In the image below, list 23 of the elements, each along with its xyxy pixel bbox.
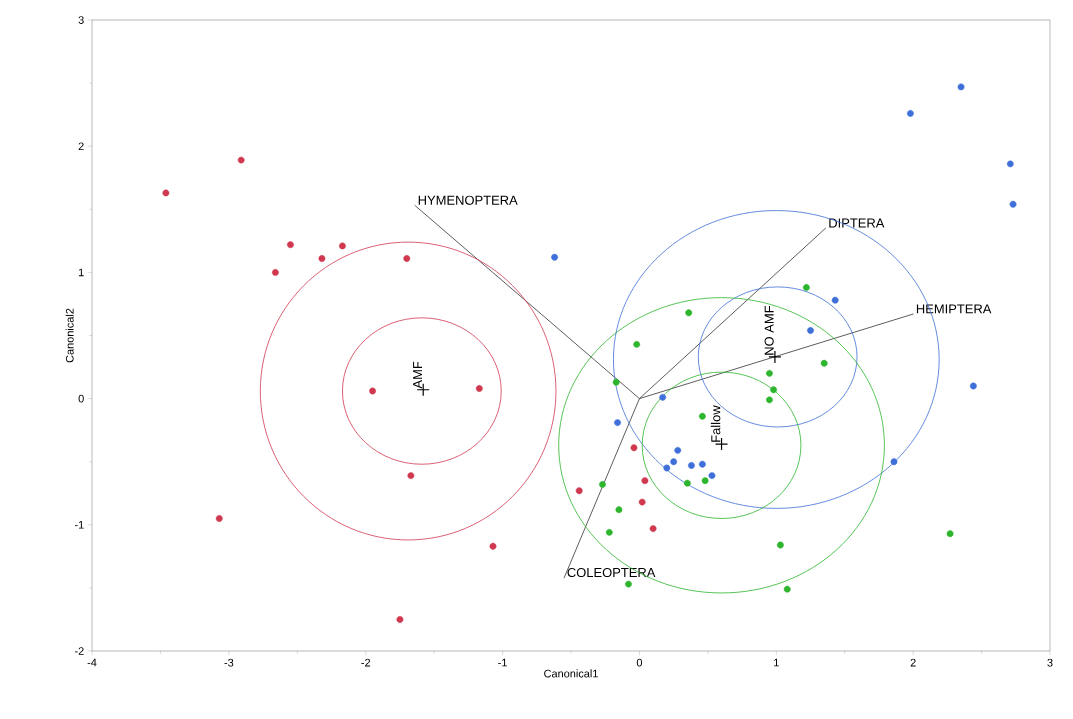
x-tick-label: -2 (361, 658, 371, 667)
annotation: Fallow (710, 405, 721, 442)
x-tick-label: -3 (224, 658, 234, 667)
y-tick-label: 0 (78, 394, 84, 403)
y-tick-label: 3 (78, 16, 84, 24)
annotation: COLEOPTERA (567, 567, 656, 578)
y-tick-label: 1 (78, 268, 84, 277)
y-tick-label: -1 (74, 521, 84, 529)
annotation: DIPTERA (829, 218, 885, 228)
x-axis-title: Canonical1 (544, 669, 598, 678)
y-tick-label: 2 (78, 142, 84, 151)
annotation: NO AMF (764, 305, 774, 355)
x-tick-label: 0 (636, 658, 643, 667)
x-tick-label: 1 (774, 658, 779, 667)
x-tick-label: 2 (910, 658, 916, 667)
x-tick-label: -1 (498, 658, 507, 667)
annotation: HYMENOPTERA (418, 195, 518, 205)
annotation: AMF (413, 361, 422, 389)
annotation: HEMIPTERA (916, 304, 992, 314)
y-tick-label: -2 (74, 647, 84, 655)
x-tick-label: 3 (1047, 658, 1053, 667)
x-tick-label: -4 (87, 658, 97, 667)
y-axis-title: Canonical2 (65, 308, 74, 363)
